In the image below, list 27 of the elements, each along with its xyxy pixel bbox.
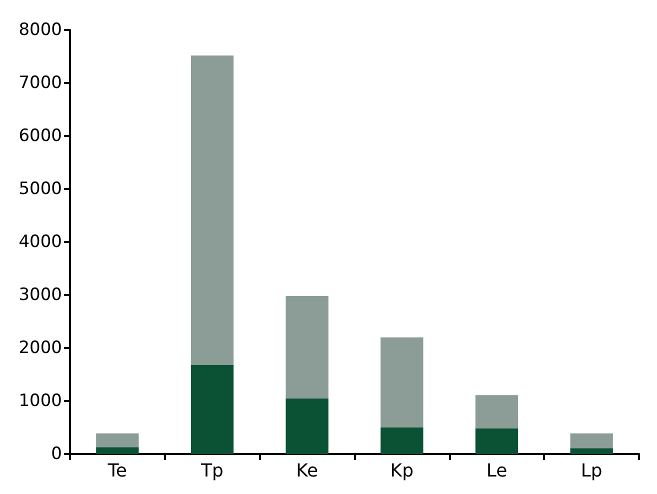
- x-tick-label: Te: [106, 460, 127, 482]
- y-tick-label: 7000: [18, 73, 62, 93]
- x-tick-label: Le: [486, 460, 508, 482]
- bar: [475, 395, 518, 429]
- y-tick-label: 4000: [18, 232, 62, 252]
- y-tick-label: 1000: [18, 391, 62, 411]
- bar: [380, 337, 424, 428]
- x-tick-label: Ke: [296, 460, 318, 482]
- y-tick-label: 0: [51, 444, 62, 464]
- bar: [570, 448, 613, 454]
- y-tick-label: 8000: [18, 20, 62, 40]
- x-tick-label: Tp: [200, 460, 224, 482]
- bar: [190, 55, 234, 365]
- bar: [380, 428, 424, 454]
- bar: [190, 364, 234, 454]
- bar: [286, 398, 328, 454]
- bar: [475, 428, 518, 454]
- bar: [96, 433, 139, 448]
- y-tick-label: 5000: [18, 179, 62, 199]
- x-tick-label: Lp: [580, 460, 602, 482]
- y-tick-label: 6000: [18, 126, 62, 146]
- x-tick-label: Kp: [390, 460, 414, 482]
- bar: [286, 296, 328, 398]
- y-tick-label: 2000: [18, 338, 62, 358]
- y-tick-label: 3000: [18, 285, 62, 305]
- bar: [570, 433, 613, 448]
- bar: [96, 447, 139, 454]
